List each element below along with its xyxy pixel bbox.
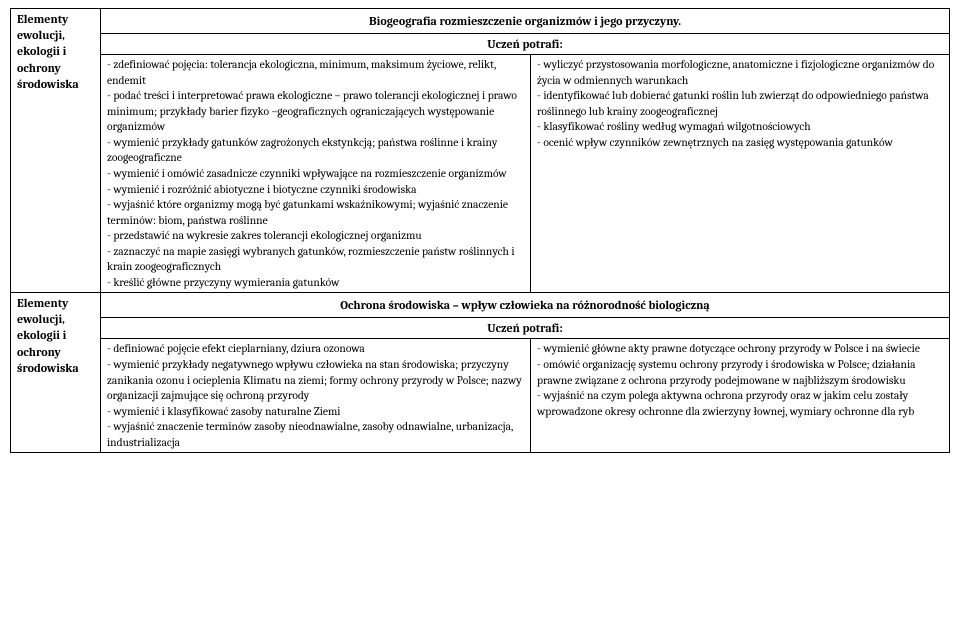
curriculum-table: Elementy ewolucji, ekologii i ochrony śr… bbox=[10, 8, 950, 453]
row1-title: Biogeografia rozmieszczenie organizmów i… bbox=[101, 9, 950, 34]
row2-side: Elementy ewolucji, ekologii i ochrony śr… bbox=[11, 293, 101, 453]
row1-side: Elementy ewolucji, ekologii i ochrony śr… bbox=[11, 9, 101, 293]
row2-title: Ochrona środowiska – wpływ człowieka na … bbox=[101, 293, 950, 318]
row1-subheader: Uczeń potrafi: bbox=[101, 34, 950, 55]
row2-left-content: - definiować pojęcie efekt cieplarniany,… bbox=[101, 339, 531, 453]
row2-subheader: Uczeń potrafi: bbox=[101, 318, 950, 339]
row1-right-content: - wyliczyć przystosowania morfologiczne,… bbox=[531, 55, 950, 293]
row1-left-content: - zdefiniować pojęcia: tolerancja ekolog… bbox=[101, 55, 531, 293]
row2-right-content: - wymienić główne akty prawne dotyczące … bbox=[531, 339, 950, 453]
